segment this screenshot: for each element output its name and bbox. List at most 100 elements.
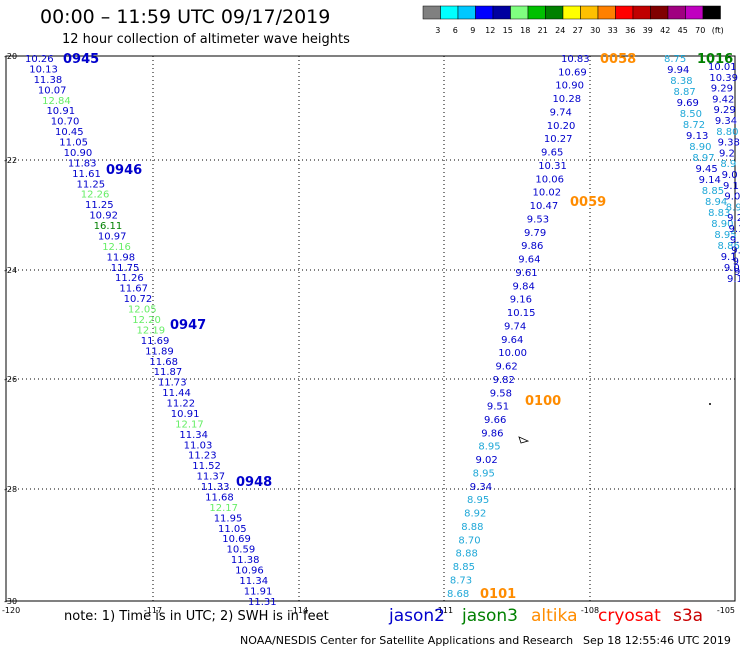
wave-height-label: 11.38 <box>231 555 260 566</box>
wave-height-label: 9.45 <box>696 164 718 175</box>
wave-height-label: 10.27 <box>544 134 573 145</box>
y-tick-label: -30 <box>4 597 17 606</box>
wave-height-label: 9.13 <box>686 131 708 142</box>
colorbar-label: 18 <box>520 26 530 35</box>
wave-height-label: 10.15 <box>507 308 536 319</box>
colorbar-label: 70 <box>695 26 705 35</box>
y-tick-label: -26 <box>4 375 17 384</box>
units-note: note: 1) Time is in UTC; 2) SWH is in fe… <box>64 609 329 624</box>
colorbar-label: 45 <box>678 26 688 35</box>
wave-height-label: 8.90 <box>689 142 711 153</box>
wave-height-label: 9.66 <box>484 415 506 426</box>
time-label: 0100 <box>525 394 561 409</box>
wave-height-label: 11.52 <box>192 461 221 472</box>
wave-height-label: 12.17 <box>175 419 204 430</box>
wave-height-label: 10.39 <box>709 73 738 84</box>
wave-height-label: 11.73 <box>158 378 187 389</box>
wave-height-label: 10.97 <box>98 231 127 242</box>
wave-height-label: 11.89 <box>145 346 174 357</box>
colorbar-label: 21 <box>538 26 548 35</box>
wave-height-label: 8.85 <box>702 186 724 197</box>
colorbar-label: 27 <box>573 26 583 35</box>
y-tick-label: -24 <box>4 266 17 275</box>
colorbar-label: 9 <box>470 26 475 35</box>
wave-height-label: 11.98 <box>106 252 135 263</box>
wave-height-label: 11.69 <box>141 336 170 347</box>
legend-jason2: jason2 <box>389 606 445 626</box>
wave-height-label: 10.59 <box>227 545 256 556</box>
wave-height-label: 8.86 <box>718 241 740 252</box>
wave-height-label: 11.61 <box>72 169 101 180</box>
wave-height-label: 8.73 <box>450 575 472 586</box>
wave-height-label: 8.90 <box>711 219 733 230</box>
wave-height-label: 9.65 <box>541 148 563 159</box>
wave-height-label: 9.0 <box>730 235 740 246</box>
wave-height-label: 9.0 <box>722 170 738 181</box>
wave-height-label: 11.34 <box>239 576 268 587</box>
wave-height-label: 11.87 <box>154 367 183 378</box>
wave-height-label: 9.1 <box>721 252 737 263</box>
legend-note: note: 1) Time is in UTC; 2) SWH is in fe… <box>64 609 329 624</box>
colorbar-label: 39 <box>643 26 653 35</box>
wave-height-label: 9.29 <box>711 84 733 95</box>
wave-height-colorbar: 3 6 9 12 15 18 21 24 27 30 33 36 39 42 45 70 (ft) <box>422 5 724 35</box>
time-label: 0947 <box>170 318 206 333</box>
wave-height-label: 9.02 <box>476 455 498 466</box>
wave-height-label: 8.75 <box>664 54 686 65</box>
generation-timestamp: Sep 18 12:55:46 UTC 2019 <box>583 634 731 647</box>
y-tick-label: -28 <box>4 485 17 494</box>
time-label: 0946 <box>106 163 142 178</box>
wave-height-label: 8.92 <box>464 509 486 520</box>
wave-height-label: 8.87 <box>673 87 695 98</box>
wave-height-label: 11.83 <box>68 158 97 169</box>
x-tick-label: -114 <box>290 606 308 615</box>
wave-height-label: 10.20 <box>547 121 576 132</box>
time-label: 1016 <box>697 52 733 67</box>
wave-height-label: 8.68 <box>447 589 469 600</box>
wave-height-label: 8.72 <box>683 120 705 131</box>
legend-cryosat: cryosat <box>598 606 661 626</box>
wave-height-label: 9.1 <box>733 256 740 267</box>
wave-height-label: 8.38 <box>670 76 692 87</box>
legend-jason3: jason3 <box>462 606 518 626</box>
x-tick-label: -105 <box>717 606 735 615</box>
wave-height-label: 8.88 <box>461 522 483 533</box>
wave-height-label: 9.2 <box>727 213 740 224</box>
y-tick-label: -22 <box>4 156 17 165</box>
wave-height-label: 9.1 <box>723 181 739 192</box>
wave-height-label: 10.26 <box>25 54 54 65</box>
wave-height-label: 8.95 <box>478 442 500 453</box>
wave-height-label: 9.29 <box>713 105 735 116</box>
wave-height-label: 9.51 <box>487 402 509 413</box>
wave-height-label: 10.92 <box>89 211 118 222</box>
wave-height-label: 10.13 <box>29 64 58 75</box>
wave-height-label: 10.91 <box>46 106 75 117</box>
wave-height-label: 9.61 <box>515 268 537 279</box>
wave-height-label: 8.95 <box>714 230 736 241</box>
wave-height-label: 9.79 <box>524 228 546 239</box>
colorbar-label: 15 <box>503 26 513 35</box>
wave-height-label: 9.74 <box>550 107 572 118</box>
time-label: 0948 <box>236 475 272 490</box>
wave-height-label: 9.84 <box>513 281 535 292</box>
wave-height-label: 10.69 <box>222 534 251 545</box>
wave-height-label: 11.75 <box>111 263 140 274</box>
x-tick-label: -117 <box>144 606 162 615</box>
island-marker <box>518 436 530 444</box>
wave-height-label: 10.07 <box>38 85 67 96</box>
wave-height-label: 10.90 <box>64 148 93 159</box>
wave-height-label: 11.23 <box>188 451 217 462</box>
wave-height-label: 12.20 <box>132 315 161 326</box>
legend-s3a: s3a <box>673 606 704 626</box>
wave-height-label: 11.68 <box>149 357 178 368</box>
time-label: 0101 <box>480 587 516 602</box>
wave-height-label: 8.97 <box>692 153 714 164</box>
page-subtitle: 12 hour collection of altimeter wave hei… <box>62 32 350 47</box>
wave-height-label: 11.38 <box>34 75 63 86</box>
wave-height-label: 8.9 <box>720 159 736 170</box>
wave-height-label: 9.0 <box>734 267 740 278</box>
wave-height-label: 11.95 <box>214 513 243 524</box>
wave-height-label: 9.64 <box>518 255 540 266</box>
wave-height-label: 9.62 <box>495 362 517 373</box>
wave-height-label: 11.33 <box>201 482 230 493</box>
